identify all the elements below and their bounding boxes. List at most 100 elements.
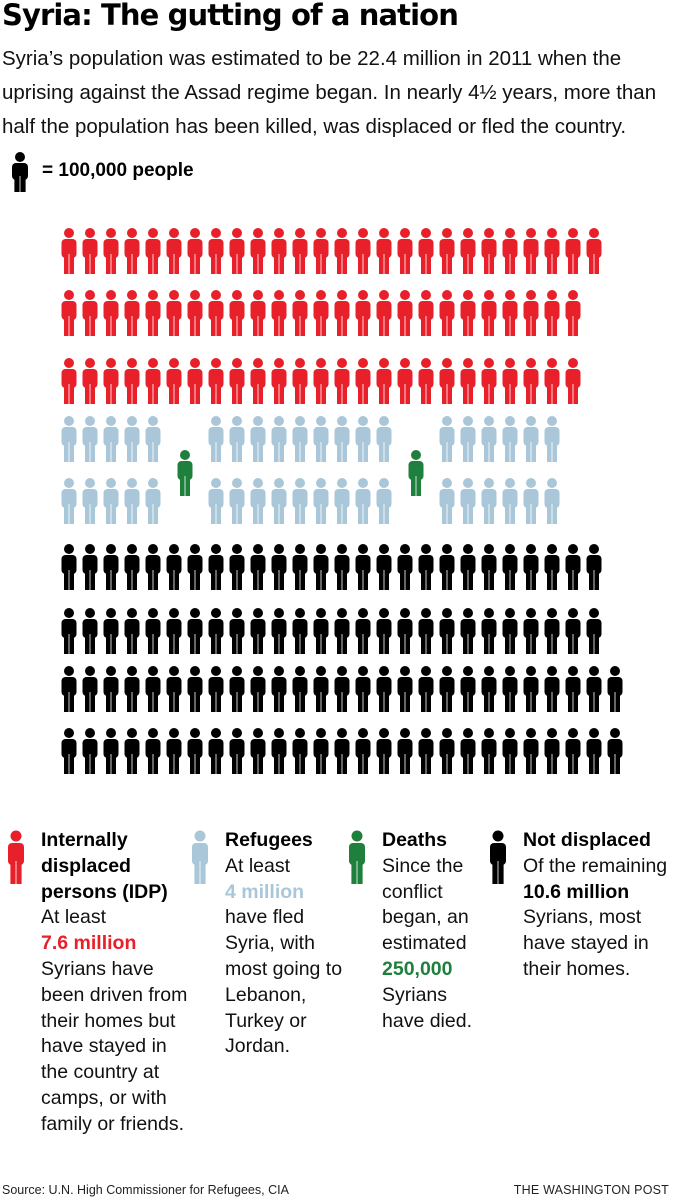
- not-displaced-person-icon: [271, 728, 287, 774]
- idp-person-icon: [187, 290, 203, 336]
- idp-person-icon: [397, 358, 413, 404]
- not-displaced-person-icon: [376, 608, 392, 654]
- idp-person-icon: [439, 358, 455, 404]
- refugee-person-icon: [523, 416, 539, 462]
- not-displaced-person-icon: [460, 728, 476, 774]
- person-icon: [192, 830, 208, 884]
- not-displaced-person-icon: [355, 608, 371, 654]
- not-displaced-person-icon: [292, 728, 308, 774]
- not-displaced-person-icon: [313, 544, 329, 590]
- subtitle: Syria’s population was estimated to be 2…: [2, 47, 657, 138]
- idp-person-icon: [187, 228, 203, 274]
- not-displaced-person-icon: [502, 728, 518, 774]
- not-displaced-person-icon: [397, 544, 413, 590]
- person-icon: [349, 830, 365, 884]
- not-displaced-person-icon: [145, 608, 161, 654]
- not-displaced-person-icon: [61, 728, 77, 774]
- idp-person-icon: [103, 228, 119, 274]
- idp-person-icon: [229, 358, 245, 404]
- refugee-person-icon: [544, 478, 560, 524]
- not-displaced-person-icon: [229, 608, 245, 654]
- not-displaced-person-icon: [397, 666, 413, 712]
- idp-person-icon: [61, 358, 77, 404]
- idp-person-icon: [61, 290, 77, 336]
- refugee-person-icon: [103, 478, 119, 524]
- idp-person-icon: [523, 358, 539, 404]
- not-displaced-person-icon: [187, 728, 203, 774]
- not-displaced-person-icon: [334, 608, 350, 654]
- not-displaced-person-icon: [292, 544, 308, 590]
- not-displaced-person-icon: [418, 728, 434, 774]
- idp-person-icon: [124, 358, 140, 404]
- not-displaced-person-icon: [523, 544, 539, 590]
- legend-refugees: Refugees At least 4 million have fled Sy…: [190, 828, 350, 1060]
- person-icon: [12, 152, 28, 192]
- refugee-person-icon: [355, 478, 371, 524]
- refugee-person-icon: [502, 416, 518, 462]
- idp-person-icon: [208, 358, 224, 404]
- not-displaced-person-icon: [439, 728, 455, 774]
- not-displaced-person-icon: [208, 608, 224, 654]
- refugee-person-icon: [145, 416, 161, 462]
- idp-person-icon: [439, 290, 455, 336]
- refugee-person-icon: [61, 478, 77, 524]
- idp-person-icon: [313, 228, 329, 274]
- pictogram-chart: [61, 228, 623, 774]
- refugee-person-icon: [271, 416, 287, 462]
- not-displaced-person-icon: [544, 728, 560, 774]
- not-displaced-person-icon: [187, 666, 203, 712]
- not-displaced-person-icon: [481, 544, 497, 590]
- not-displaced-person-icon: [586, 544, 602, 590]
- idp-person-icon: [355, 228, 371, 274]
- not-displaced-person-icon: [502, 544, 518, 590]
- not-displaced-person-icon: [145, 544, 161, 590]
- idp-person-icon: [523, 290, 539, 336]
- refugee-person-icon: [460, 478, 476, 524]
- not-displaced-person-icon: [250, 608, 266, 654]
- refugee-person-icon: [250, 416, 266, 462]
- not-displaced-person-icon: [355, 544, 371, 590]
- page-title: Syria: The gutting of a nation: [2, 0, 459, 32]
- legend-before: Since the conflict began, an estimated: [382, 854, 469, 955]
- idp-person-icon: [61, 228, 77, 274]
- idp-person-icon: [313, 290, 329, 336]
- not-displaced-person-icon: [460, 544, 476, 590]
- idp-person-icon: [502, 228, 518, 274]
- not-displaced-person-icon: [145, 728, 161, 774]
- legend-value: 4 million: [225, 880, 305, 903]
- refugee-person-icon: [145, 478, 161, 524]
- not-displaced-person-icon: [166, 544, 182, 590]
- idp-person-icon: [565, 228, 581, 274]
- not-displaced-person-icon: [439, 544, 455, 590]
- idp-person-icon: [523, 228, 539, 274]
- not-displaced-person-icon: [334, 544, 350, 590]
- idp-person-icon: [334, 228, 350, 274]
- refugee-person-icon: [544, 416, 560, 462]
- not-displaced-person-icon: [124, 608, 140, 654]
- not-displaced-person-icon: [187, 544, 203, 590]
- legend-title: Deaths: [382, 829, 448, 851]
- not-displaced-person-icon: [376, 728, 392, 774]
- not-displaced-person-icon: [376, 544, 392, 590]
- idp-person-icon: [418, 358, 434, 404]
- refugee-person-icon: [82, 416, 98, 462]
- idp-person-icon: [187, 358, 203, 404]
- idp-person-icon: [103, 290, 119, 336]
- not-displaced-person-icon: [124, 728, 140, 774]
- idp-person-icon: [355, 358, 371, 404]
- not-displaced-person-icon: [82, 728, 98, 774]
- idp-person-icon: [418, 290, 434, 336]
- refugee-person-icon: [250, 478, 266, 524]
- idp-person-icon: [250, 290, 266, 336]
- idp-person-icon: [166, 358, 182, 404]
- idp-person-icon: [376, 290, 392, 336]
- legend-value: 10.6 million: [523, 880, 630, 903]
- idp-person-icon: [313, 358, 329, 404]
- not-displaced-person-icon: [103, 544, 119, 590]
- refugee-person-icon: [82, 478, 98, 524]
- legend-body: have fled Syria, with most going to Leba…: [225, 906, 343, 1058]
- idp-person-icon: [250, 228, 266, 274]
- not-displaced-person-icon: [229, 666, 245, 712]
- refugee-person-icon: [523, 478, 539, 524]
- idp-person-icon: [502, 290, 518, 336]
